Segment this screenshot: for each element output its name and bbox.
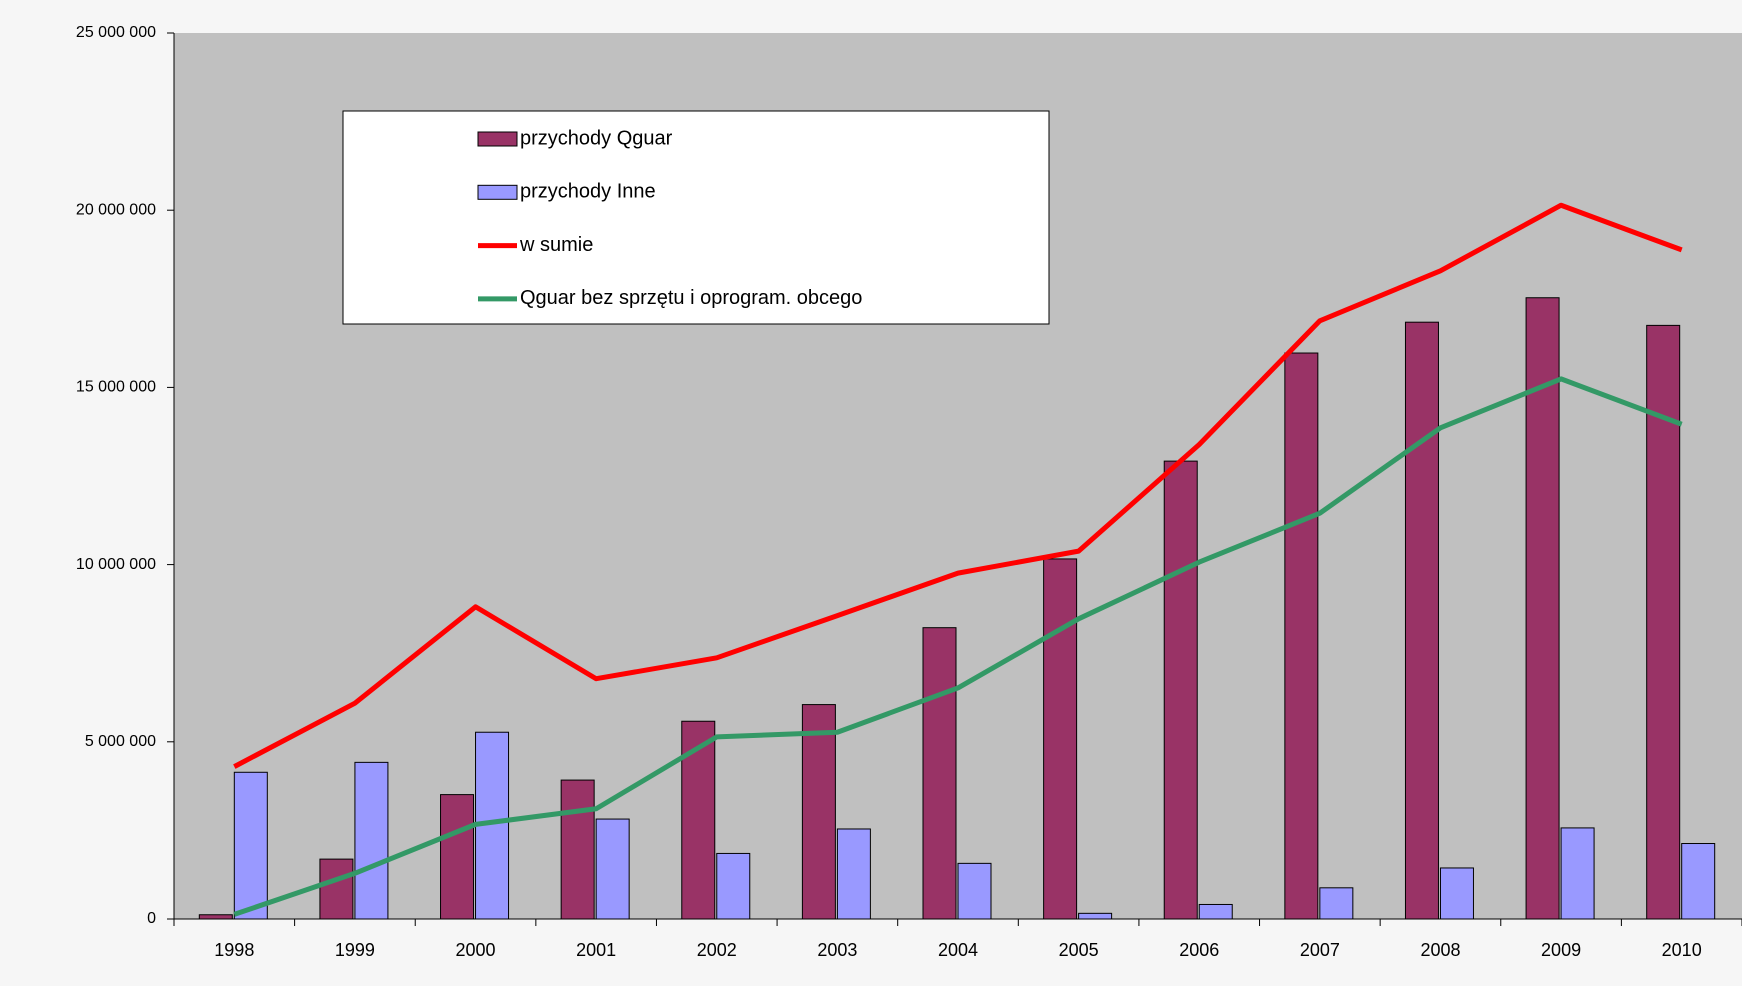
bar: [1163, 460, 1198, 920]
y-tick-label: 20 000 000: [76, 201, 156, 218]
bar: [1525, 297, 1560, 920]
x-tick-label: 2004: [938, 940, 978, 960]
x-tick-label: 2003: [817, 940, 857, 960]
legend-label: przychody Inne: [520, 181, 656, 203]
bar: [681, 720, 716, 920]
y-tick-label: 5 000 000: [85, 733, 156, 750]
legend-label: Qguar bez sprzętu i oprogram. obcego: [520, 287, 862, 309]
bar: [716, 852, 751, 920]
x-tick-label: 2010: [1662, 940, 1702, 960]
bar: [1681, 843, 1716, 920]
x-tick-label: 1999: [335, 940, 375, 960]
bar: [801, 704, 836, 920]
bar: [1319, 887, 1354, 920]
legend-swatch: [477, 131, 518, 147]
bar: [1043, 558, 1078, 920]
x-tick-label: 2009: [1541, 940, 1581, 960]
bar: [1646, 324, 1681, 920]
bar: [1404, 321, 1439, 920]
bar: [595, 818, 630, 920]
bar: [560, 779, 595, 920]
x-tick-label: 2007: [1300, 940, 1340, 960]
legend-label: przychody Qguar: [520, 127, 673, 149]
bar: [319, 858, 354, 920]
line-series: [233, 202, 1683, 769]
bar: [440, 794, 475, 920]
bar: [354, 761, 389, 920]
x-tick-label: 1998: [214, 940, 254, 960]
bar: [957, 862, 992, 920]
y-tick-label: 10 000 000: [76, 556, 156, 573]
x-tick-label: 2000: [456, 940, 496, 960]
y-tick-label: 25 000 000: [76, 24, 156, 41]
x-tick-label: 2001: [576, 940, 616, 960]
bar: [1284, 352, 1319, 920]
line-series: [233, 376, 1683, 917]
bar: [198, 914, 233, 920]
legend: [342, 110, 1050, 325]
y-tick-label: 15 000 000: [76, 379, 156, 396]
x-tick-label: 2008: [1420, 940, 1460, 960]
bar: [836, 828, 871, 920]
y-tick-label: 0: [147, 910, 156, 927]
bar: [1439, 867, 1474, 920]
legend-label: w sumie: [519, 234, 593, 256]
x-tick-label: 2002: [697, 940, 737, 960]
bar: [1078, 912, 1113, 920]
bar: [922, 627, 957, 920]
bar: [233, 771, 268, 920]
bar: [1560, 827, 1595, 920]
x-tick-label: 2006: [1179, 940, 1219, 960]
bar: [1198, 903, 1233, 920]
x-tick-label: 2005: [1059, 940, 1099, 960]
legend-swatch: [477, 184, 518, 200]
